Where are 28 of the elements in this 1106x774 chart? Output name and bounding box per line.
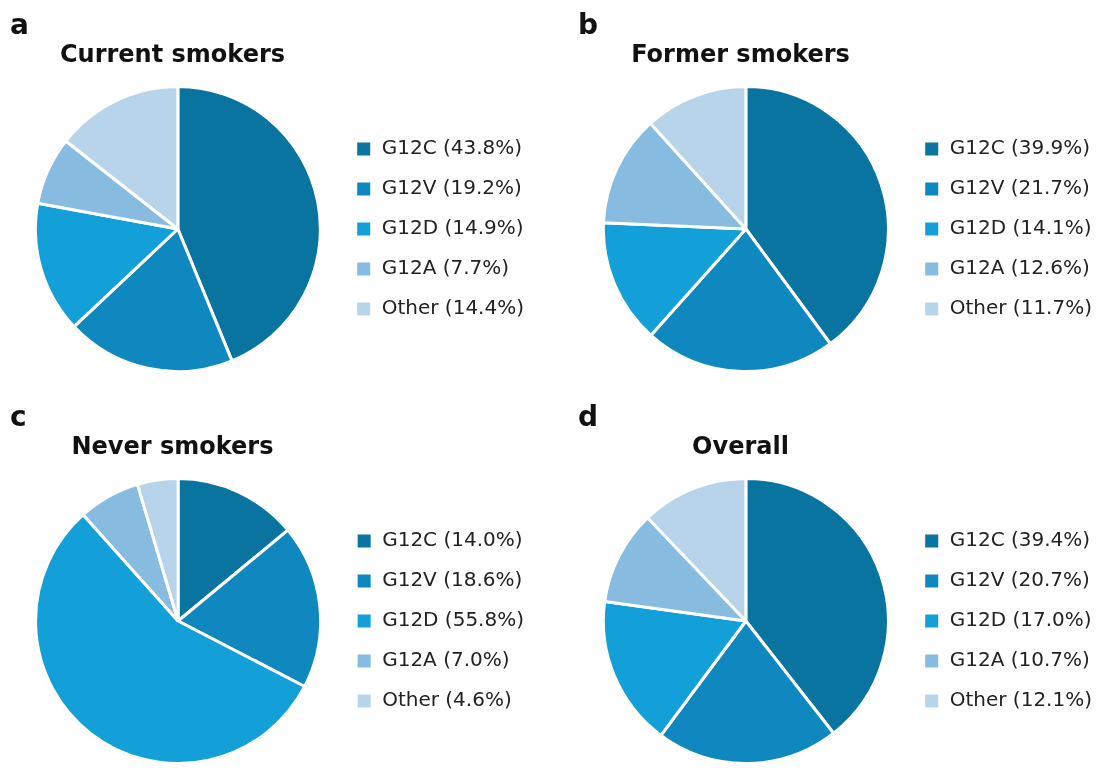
legend-label: G12C (39.4%)	[949, 527, 1091, 552]
legend-label: G12D (55.8%)	[382, 607, 525, 632]
legend-label: G12V (18.6%)	[382, 567, 523, 592]
legend-label: G12V (19.2%)	[381, 175, 522, 200]
legend-label: G12C (43.8%)	[381, 135, 523, 160]
legend-label: Other (12.1%)	[949, 687, 1093, 712]
legend-label: G12A (10.7%)	[949, 647, 1090, 672]
chart-title: Never smokers	[70, 432, 275, 460]
text: a	[10, 8, 29, 41]
legend-label: Other (11.7%)	[949, 295, 1093, 320]
chart-title: Current smokers	[58, 40, 287, 68]
text: b	[578, 8, 599, 41]
legend-label: G12C (39.9%)	[949, 135, 1091, 160]
legend-label: G12V (20.7%)	[949, 567, 1090, 592]
text: d	[578, 400, 599, 433]
text: c	[10, 400, 27, 433]
legend-label: G12A (12.6%)	[949, 255, 1090, 280]
legend-label: G12D (14.1%)	[949, 215, 1092, 240]
chart-title: Former smokers	[630, 40, 851, 68]
legend-label: G12V (21.7%)	[949, 175, 1090, 200]
legend-label: G12A (7.7%)	[381, 255, 510, 280]
legend-label: G12D (17.0%)	[949, 607, 1092, 632]
legend-label: G12D (14.9%)	[381, 215, 524, 240]
legend-label: Other (4.6%)	[382, 687, 512, 712]
chart-title: Overall	[691, 432, 790, 460]
legend-label: G12C (14.0%)	[382, 527, 523, 552]
legend-label: G12A (7.0%)	[382, 647, 510, 672]
legend-label: Other (14.4%)	[381, 295, 525, 320]
